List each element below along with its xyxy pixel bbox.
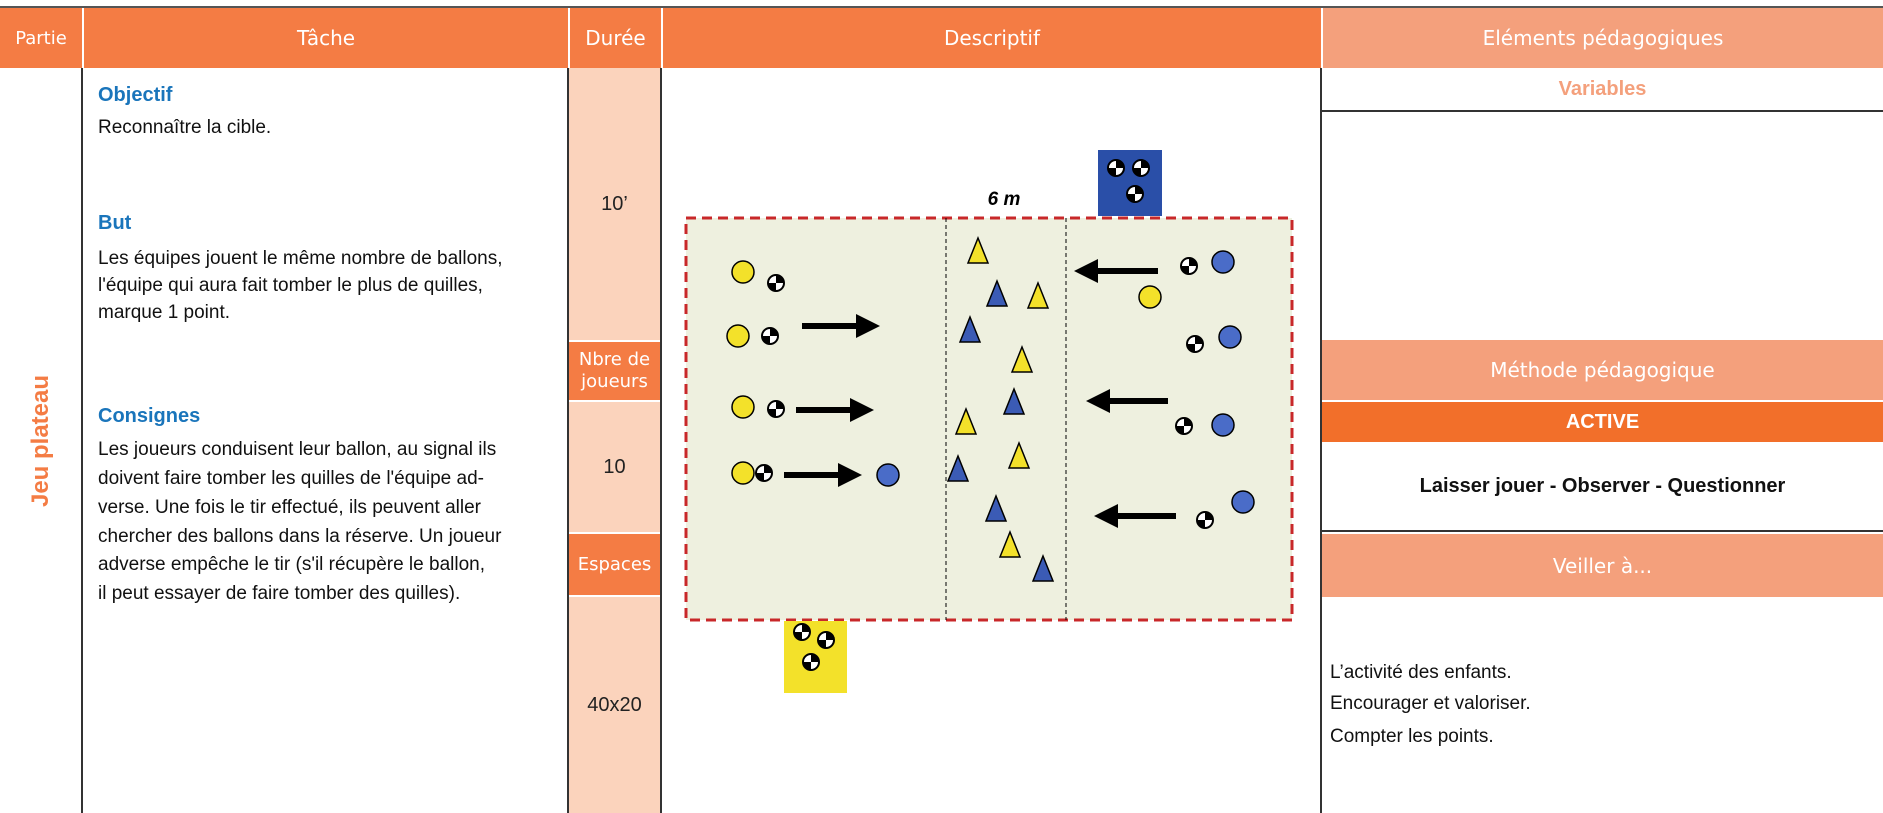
top-border bbox=[0, 6, 1883, 8]
section-line: Reconnaître la cible. bbox=[98, 117, 272, 138]
header-cell: Eléments pédagogiques bbox=[1321, 8, 1883, 68]
section-title: But bbox=[98, 212, 132, 234]
section-line: l'équipe qui aura fait tomber le plus de… bbox=[98, 275, 483, 296]
header-cell: Partie bbox=[0, 8, 82, 68]
section-line: il peut essayer de faire tomber des quil… bbox=[98, 583, 461, 604]
column-border bbox=[660, 68, 662, 813]
section-line: verse. Une fois le tir effectué, ils peu… bbox=[98, 497, 482, 518]
section-line: Les joueurs conduisent leur ballon, au s… bbox=[98, 439, 497, 460]
variables-label: Variables bbox=[1322, 68, 1883, 112]
sub-header: Veiller à... bbox=[1322, 534, 1883, 597]
method-detail: Laisser jouer - Observer - Questionner bbox=[1322, 442, 1883, 532]
watch-line: Encourager et valoriser. bbox=[1330, 693, 1531, 714]
header-cell: Durée bbox=[568, 8, 661, 68]
players-cell: 10 bbox=[569, 402, 660, 532]
section-line: marque 1 point. bbox=[98, 302, 231, 323]
column-border bbox=[567, 68, 569, 813]
partie-label: Jeu plateau bbox=[27, 374, 55, 507]
sub-header: Nbre de joueurs bbox=[569, 340, 660, 402]
section-line: Les équipes jouent le même nombre de bal… bbox=[98, 248, 503, 269]
sub-header: Méthode pédagogique bbox=[1322, 340, 1883, 402]
sub-header: Espaces bbox=[569, 532, 660, 597]
partie-cell: Jeu plateau bbox=[0, 68, 82, 813]
header-cell: Tâche bbox=[82, 8, 568, 68]
column-border bbox=[1320, 68, 1322, 813]
method: ACTIVE bbox=[1322, 402, 1883, 442]
section-line: chercher des ballons dans la réserve. Un… bbox=[98, 526, 502, 547]
watch-line: L’activité des enfants. bbox=[1330, 662, 1512, 683]
space-cell: 40x20 bbox=[569, 597, 660, 813]
header-cell: Descriptif bbox=[661, 8, 1321, 68]
section-line: doivent faire tomber les quilles de l'éq… bbox=[98, 468, 484, 489]
section-title: Consignes bbox=[98, 405, 201, 427]
section-title: Objectif bbox=[98, 84, 173, 106]
column-border bbox=[81, 68, 83, 813]
section-line: adverse empêche le tir (s'il récupère le… bbox=[98, 554, 485, 575]
watch-line: Compter les points. bbox=[1330, 726, 1494, 747]
diagram: 6 m bbox=[684, 150, 1294, 693]
distance-label: 6 m bbox=[988, 189, 1021, 210]
duration-cell: 10’ bbox=[569, 68, 660, 340]
